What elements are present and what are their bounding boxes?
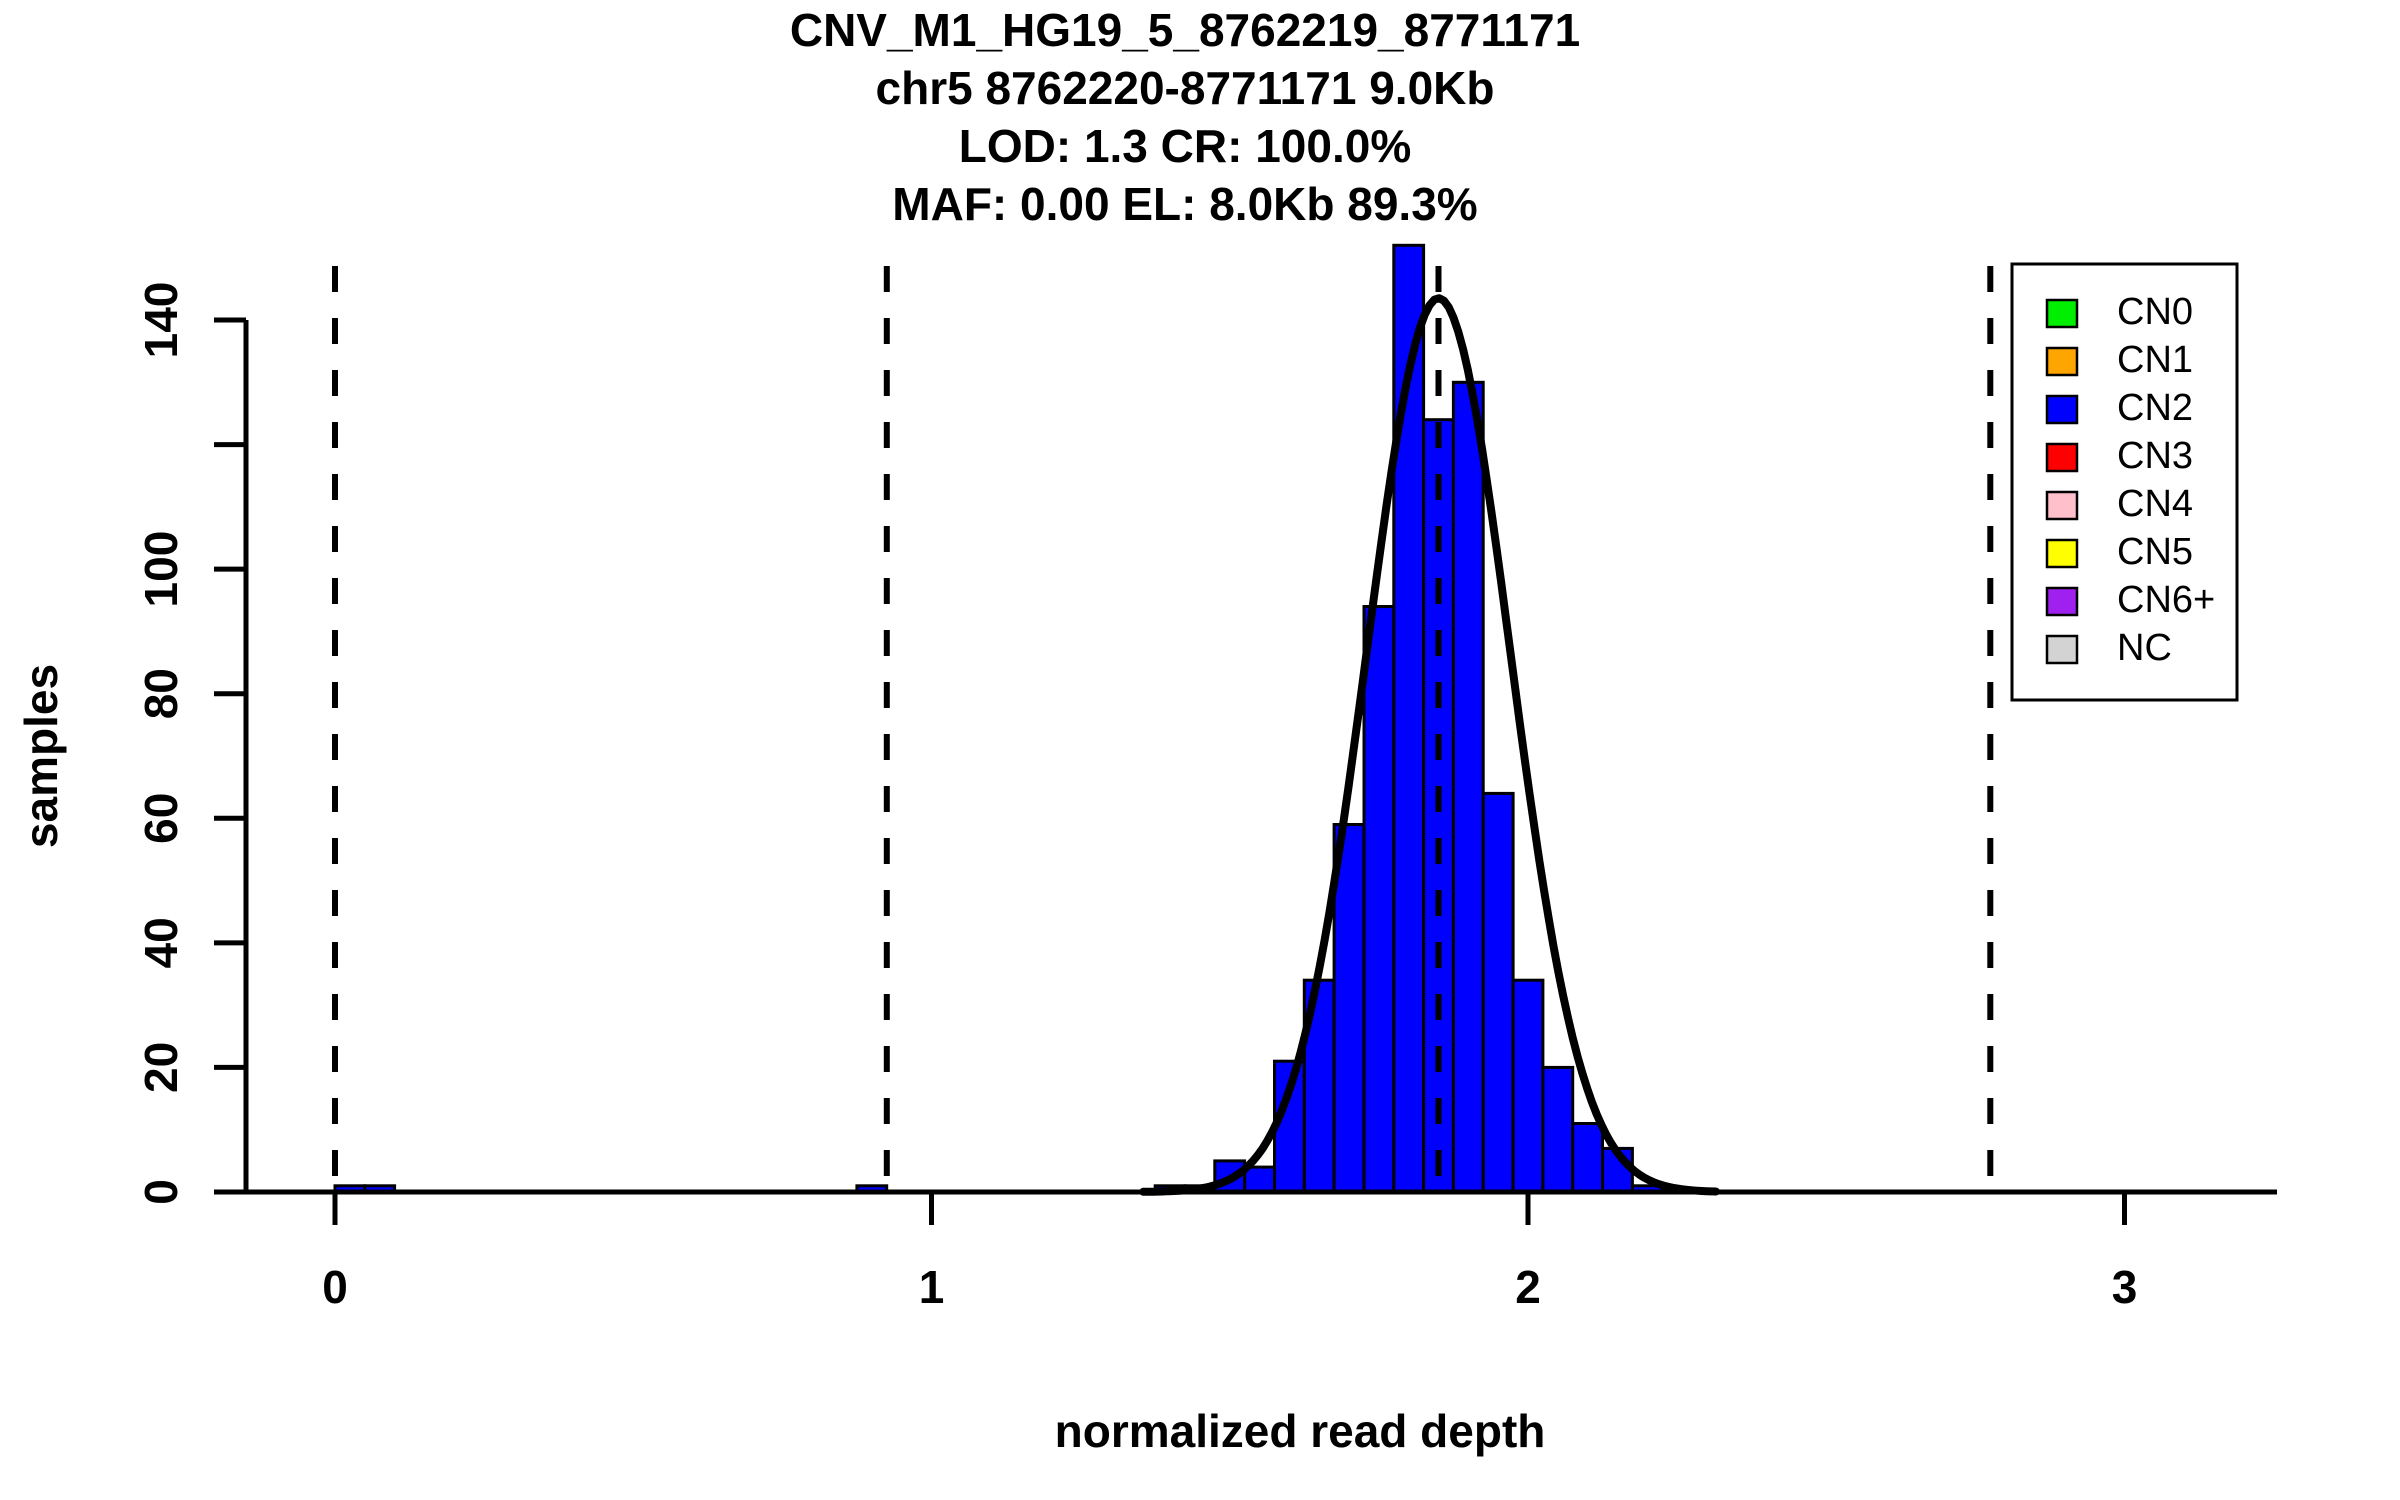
- x-tick-label: 3: [2112, 1261, 2138, 1313]
- legend-swatch-cn6plus: [2045, 586, 2079, 617]
- histogram-bar: [1243, 1165, 1276, 1194]
- legend-swatch-cn4: [2045, 490, 2079, 521]
- legend-swatch-nc: [2045, 634, 2079, 665]
- legend: CN0 CN1 CN2 CN3 CN4 CN5 CN6+ NC: [2010, 262, 2239, 702]
- legend-label-cn4: CN4: [2117, 483, 2193, 525]
- legend-label-nc: NC: [2117, 627, 2172, 669]
- title-line-1: CNV_M1_HG19_5_8762219_8771171: [790, 4, 1580, 56]
- legend-label-cn6plus: CN6+: [2117, 579, 2215, 621]
- y-tick-label: 40: [135, 917, 187, 968]
- x-axis-title: normalized read depth: [1055, 1405, 1546, 1457]
- title-line-2: chr5 8762220-8771171 9.0Kb: [876, 62, 1495, 114]
- legend-swatch-cn3: [2045, 442, 2079, 473]
- legend-label-cn3: CN3: [2117, 435, 2193, 477]
- legend-label-cn0: CN0: [2117, 291, 2193, 333]
- expected-cn-dashed-lines: [332, 266, 1994, 1192]
- y-axis: 0 20 40 60 80 100 140: [135, 282, 249, 1205]
- gaussian-fit-curve: [1139, 294, 1720, 1196]
- histogram-bars: [333, 243, 1664, 1194]
- legend-label-cn1: CN1: [2117, 339, 2193, 381]
- histogram-bar: [1392, 243, 1426, 1194]
- legend-swatch-cn5: [2045, 538, 2079, 569]
- y-tick-label: 0: [135, 1179, 187, 1205]
- x-tick-label: 0: [322, 1261, 348, 1313]
- y-axis-title: samples: [15, 664, 67, 848]
- legend-swatch-cn2: [2045, 394, 2079, 425]
- legend-swatch-cn0: [2045, 298, 2079, 329]
- histogram-bar: [1362, 605, 1396, 1194]
- x-axis: 0 1 2 3: [215, 1189, 2277, 1313]
- legend-label-cn2: CN2: [2117, 387, 2193, 429]
- histogram-bar: [1541, 1065, 1575, 1194]
- y-tick-label: 140: [135, 282, 187, 359]
- y-tick-label: 100: [135, 531, 187, 608]
- y-tick-label: 20: [135, 1042, 187, 1093]
- histogram-bar: [1481, 791, 1515, 1194]
- legend-swatch-cn1: [2045, 346, 2079, 377]
- x-tick-label: 2: [1515, 1261, 1541, 1313]
- y-tick-label: 80: [135, 668, 187, 719]
- histogram-bar: [1451, 380, 1485, 1194]
- histogram-bar: [1511, 978, 1545, 1194]
- y-tick-label: 60: [135, 793, 187, 844]
- legend-box: [2010, 262, 2239, 702]
- histogram-bar: [1571, 1122, 1604, 1194]
- title-line-4: MAF: 0.00 EL: 8.0Kb 89.3%: [892, 178, 1477, 230]
- x-tick-label: 1: [919, 1261, 945, 1313]
- gaussian-curve-path: [1139, 294, 1720, 1196]
- title-line-3: LOD: 1.3 CR: 100.0%: [959, 120, 1411, 172]
- legend-label-cn5: CN5: [2117, 531, 2193, 573]
